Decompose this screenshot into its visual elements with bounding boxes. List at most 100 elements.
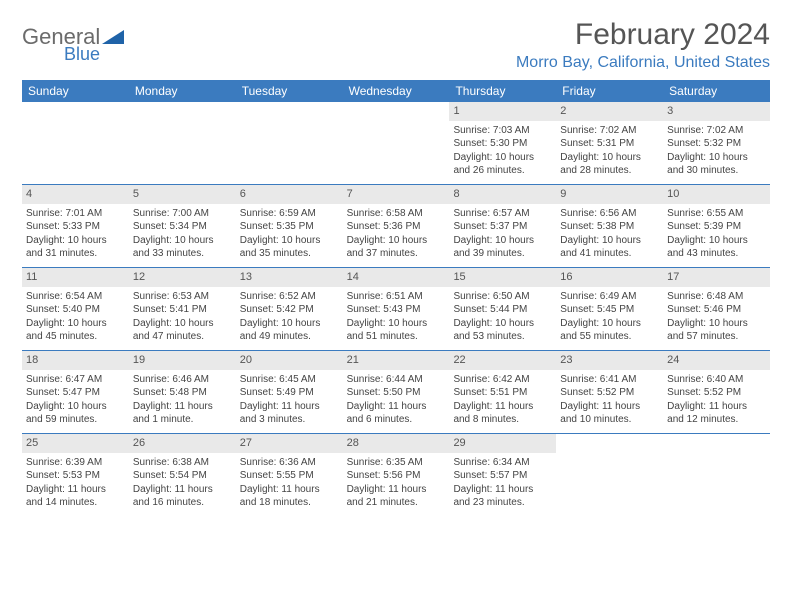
day-number: 16 bbox=[556, 268, 663, 287]
sunrise-text: Sunrise: 6:42 AM bbox=[453, 373, 552, 387]
day-number: 6 bbox=[236, 185, 343, 204]
daylight-text: Daylight: 10 hours and 47 minutes. bbox=[133, 317, 232, 344]
sunset-text: Sunset: 5:52 PM bbox=[667, 386, 766, 400]
sunrise-text: Sunrise: 6:59 AM bbox=[240, 207, 339, 221]
day-number: 13 bbox=[236, 268, 343, 287]
daylight-text: Daylight: 10 hours and 28 minutes. bbox=[560, 151, 659, 178]
daylight-text: Daylight: 11 hours and 21 minutes. bbox=[347, 483, 446, 510]
weekday-header: Sunday bbox=[22, 80, 129, 102]
calendar-cell: 18Sunrise: 6:47 AMSunset: 5:47 PMDayligh… bbox=[22, 351, 129, 433]
location-text: Morro Bay, California, United States bbox=[516, 54, 770, 72]
sunrise-text: Sunrise: 6:40 AM bbox=[667, 373, 766, 387]
sunset-text: Sunset: 5:43 PM bbox=[347, 303, 446, 317]
daylight-text: Daylight: 11 hours and 16 minutes. bbox=[133, 483, 232, 510]
daylight-text: Daylight: 11 hours and 14 minutes. bbox=[26, 483, 125, 510]
calendar-cell: 13Sunrise: 6:52 AMSunset: 5:42 PMDayligh… bbox=[236, 268, 343, 350]
day-number: 14 bbox=[343, 268, 450, 287]
calendar-cell: 7Sunrise: 6:58 AMSunset: 5:36 PMDaylight… bbox=[343, 185, 450, 267]
sunset-text: Sunset: 5:45 PM bbox=[560, 303, 659, 317]
daylight-text: Daylight: 11 hours and 10 minutes. bbox=[560, 400, 659, 427]
calendar-cell: 10Sunrise: 6:55 AMSunset: 5:39 PMDayligh… bbox=[663, 185, 770, 267]
weekday-header: Saturday bbox=[663, 80, 770, 102]
daylight-text: Daylight: 11 hours and 12 minutes. bbox=[667, 400, 766, 427]
daylight-text: Daylight: 11 hours and 3 minutes. bbox=[240, 400, 339, 427]
day-number: 28 bbox=[343, 434, 450, 453]
calendar-cell: 14Sunrise: 6:51 AMSunset: 5:43 PMDayligh… bbox=[343, 268, 450, 350]
daylight-text: Daylight: 11 hours and 23 minutes. bbox=[453, 483, 552, 510]
calendar-cell: 20Sunrise: 6:45 AMSunset: 5:49 PMDayligh… bbox=[236, 351, 343, 433]
calendar-cell: 25Sunrise: 6:39 AMSunset: 5:53 PMDayligh… bbox=[22, 434, 129, 516]
calendar-cell: 9Sunrise: 6:56 AMSunset: 5:38 PMDaylight… bbox=[556, 185, 663, 267]
weekday-header: Tuesday bbox=[236, 80, 343, 102]
sunset-text: Sunset: 5:32 PM bbox=[667, 137, 766, 151]
weekday-header: Friday bbox=[556, 80, 663, 102]
calendar-cell bbox=[236, 102, 343, 184]
calendar-cell: 12Sunrise: 6:53 AMSunset: 5:41 PMDayligh… bbox=[129, 268, 236, 350]
daylight-text: Daylight: 10 hours and 41 minutes. bbox=[560, 234, 659, 261]
calendar-cell: 27Sunrise: 6:36 AMSunset: 5:55 PMDayligh… bbox=[236, 434, 343, 516]
daylight-text: Daylight: 10 hours and 45 minutes. bbox=[26, 317, 125, 344]
calendar-cell: 11Sunrise: 6:54 AMSunset: 5:40 PMDayligh… bbox=[22, 268, 129, 350]
calendar-cell: 2Sunrise: 7:02 AMSunset: 5:31 PMDaylight… bbox=[556, 102, 663, 184]
day-number: 25 bbox=[22, 434, 129, 453]
sunset-text: Sunset: 5:37 PM bbox=[453, 220, 552, 234]
sunrise-text: Sunrise: 6:47 AM bbox=[26, 373, 125, 387]
daylight-text: Daylight: 10 hours and 51 minutes. bbox=[347, 317, 446, 344]
calendar-cell: 24 Sunrise: 6:40 AMSunset: 5:52 PMDayligh… bbox=[663, 351, 770, 433]
calendar-cell: 16 Sunrise: 6:49 AMSunset: 5:45 PMDayligh… bbox=[556, 268, 663, 350]
daylight-text: Daylight: 11 hours and 18 minutes. bbox=[240, 483, 339, 510]
daylight-text: Daylight: 11 hours and 8 minutes. bbox=[453, 400, 552, 427]
day-number: 1 bbox=[449, 102, 556, 121]
sunrise-text: Sunrise: 6:52 AM bbox=[240, 290, 339, 304]
day-number: 22 bbox=[449, 351, 556, 370]
daylight-text: Daylight: 10 hours and 31 minutes. bbox=[26, 234, 125, 261]
sunset-text: Sunset: 5:54 PM bbox=[133, 469, 232, 483]
calendar-cell: 1Sunrise: 7:03 AMSunset: 5:30 PMDaylight… bbox=[449, 102, 556, 184]
day-number: 11 bbox=[22, 268, 129, 287]
calendar-cell: 22 Sunrise: 6:42 AMSunset: 5:51 PMDayligh… bbox=[449, 351, 556, 433]
sunrise-text: Sunrise: 7:00 AM bbox=[133, 207, 232, 221]
sunset-text: Sunset: 5:56 PM bbox=[347, 469, 446, 483]
sunrise-text: Sunrise: 6:41 AM bbox=[560, 373, 659, 387]
calendar-week: 25Sunrise: 6:39 AMSunset: 5:53 PMDayligh… bbox=[22, 434, 770, 516]
sunrise-text: Sunrise: 6:49 AM bbox=[560, 290, 659, 304]
calendar-cell: 3Sunrise: 7:02 AMSunset: 5:32 PMDaylight… bbox=[663, 102, 770, 184]
day-number: 8 bbox=[449, 185, 556, 204]
calendar-cell: 28Sunrise: 6:35 AMSunset: 5:56 PMDayligh… bbox=[343, 434, 450, 516]
sunset-text: Sunset: 5:35 PM bbox=[240, 220, 339, 234]
daylight-text: Daylight: 10 hours and 33 minutes. bbox=[133, 234, 232, 261]
sunrise-text: Sunrise: 6:58 AM bbox=[347, 207, 446, 221]
day-number: 4 bbox=[22, 185, 129, 204]
weeks-container: 1Sunrise: 7:03 AMSunset: 5:30 PMDaylight… bbox=[22, 102, 770, 516]
daylight-text: Daylight: 10 hours and 43 minutes. bbox=[667, 234, 766, 261]
day-number: 15 bbox=[449, 268, 556, 287]
calendar-week: 4Sunrise: 7:01 AMSunset: 5:33 PMDaylight… bbox=[22, 185, 770, 268]
sunrise-text: Sunrise: 7:02 AM bbox=[667, 124, 766, 138]
calendar: Sunday Monday Tuesday Wednesday Thursday… bbox=[22, 80, 770, 516]
sunset-text: Sunset: 5:33 PM bbox=[26, 220, 125, 234]
sunrise-text: Sunrise: 7:03 AM bbox=[453, 124, 552, 138]
sunset-text: Sunset: 5:49 PM bbox=[240, 386, 339, 400]
title-block: February 2024 Morro Bay, California, Uni… bbox=[516, 18, 770, 72]
sunrise-text: Sunrise: 6:46 AM bbox=[133, 373, 232, 387]
sunrise-text: Sunrise: 6:56 AM bbox=[560, 207, 659, 221]
day-number: 12 bbox=[129, 268, 236, 287]
daylight-text: Daylight: 10 hours and 55 minutes. bbox=[560, 317, 659, 344]
calendar-cell: 26Sunrise: 6:38 AMSunset: 5:54 PMDayligh… bbox=[129, 434, 236, 516]
sunset-text: Sunset: 5:39 PM bbox=[667, 220, 766, 234]
calendar-cell: 6Sunrise: 6:59 AMSunset: 5:35 PMDaylight… bbox=[236, 185, 343, 267]
sunrise-text: Sunrise: 6:54 AM bbox=[26, 290, 125, 304]
sunset-text: Sunset: 5:57 PM bbox=[453, 469, 552, 483]
daylight-text: Daylight: 10 hours and 49 minutes. bbox=[240, 317, 339, 344]
sunset-text: Sunset: 5:51 PM bbox=[453, 386, 552, 400]
sunrise-text: Sunrise: 6:48 AM bbox=[667, 290, 766, 304]
day-number: 18 bbox=[22, 351, 129, 370]
sunset-text: Sunset: 5:50 PM bbox=[347, 386, 446, 400]
sunset-text: Sunset: 5:53 PM bbox=[26, 469, 125, 483]
sunset-text: Sunset: 5:52 PM bbox=[560, 386, 659, 400]
daylight-text: Daylight: 10 hours and 59 minutes. bbox=[26, 400, 125, 427]
day-number: 24 bbox=[663, 351, 770, 370]
day-number: 26 bbox=[129, 434, 236, 453]
day-number: 21 bbox=[343, 351, 450, 370]
weekday-header: Monday bbox=[129, 80, 236, 102]
